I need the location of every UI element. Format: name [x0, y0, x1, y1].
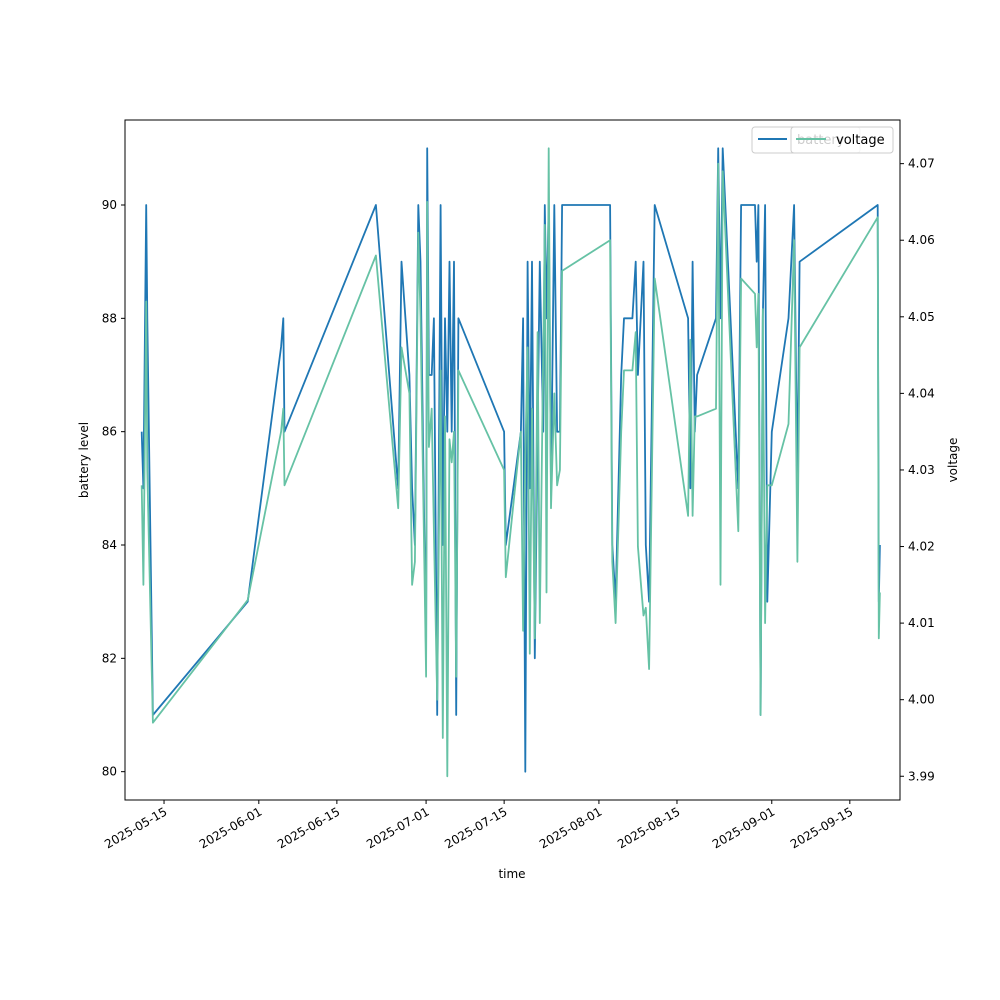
plot-series [140, 147, 881, 778]
plot-frame [124, 119, 901, 801]
y-left-tick-label: 90 [102, 198, 117, 212]
y-axis-right-label: voltage [946, 438, 960, 483]
legend-right-box [790, 126, 894, 154]
y-right-tick-label: 4.05 [908, 310, 935, 324]
y-axis-left: 80 82 84 86 88 90 [102, 198, 125, 779]
y-left-tick-label: 82 [102, 651, 117, 665]
y-right-tick-label: 4.06 [908, 233, 935, 247]
y-right-tick-label: 3.99 [908, 769, 935, 783]
x-axis-label: time [498, 867, 525, 881]
y-right-tick-label: 4.04 [908, 386, 935, 400]
legend-right-label: voltage [836, 133, 885, 148]
y-right-tick-label: 4.03 [908, 463, 935, 477]
y-left-tick-label: 80 [102, 765, 117, 779]
y-right-tick-label: 4.00 [908, 693, 935, 707]
y-left-tick-label: 86 [102, 425, 117, 439]
y-right-tick-label: 4.02 [908, 540, 935, 554]
y-axis-left-label: battery level [77, 422, 91, 498]
y-axis-right: 3.99 4.00 4.01 4.02 4.03 4.04 4.05 4.06 4.07 [900, 157, 935, 783]
y-right-tick-label: 4.07 [908, 157, 935, 171]
series-line-right-axis [140, 147, 881, 778]
y-left-tick-label: 84 [102, 538, 117, 552]
legend-right: voltage [790, 126, 894, 154]
y-right-tick-label: 4.01 [908, 616, 935, 630]
y-left-tick-label: 88 [102, 311, 117, 325]
